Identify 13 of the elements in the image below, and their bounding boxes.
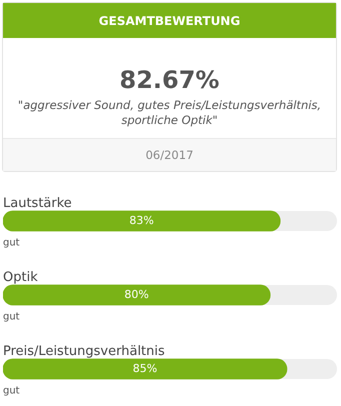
- y-tick-label: Optik: [3, 270, 38, 285]
- text: "aggressiver Sound, gutes Preis/Leistungsverhältnis, sportliche Optik": [16, 98, 322, 128]
- data-label: 83%: [129, 214, 154, 227]
- annotation: gut: [3, 238, 20, 249]
- data-label: 80%: [124, 288, 149, 301]
- text: 82.67%: [118, 66, 220, 94]
- text: 06/2017: [3, 138, 336, 171]
- y-tick-label: Preis/Leistungsverhältnis: [3, 344, 166, 359]
- data-label: 85%: [132, 362, 158, 375]
- annotation: gut: [3, 386, 20, 397]
- annotation: gut: [3, 312, 20, 323]
- y-tick-label: Lautstärke: [3, 196, 72, 211]
- chart-title: GESAMTBEWERTUNG: [3, 3, 336, 38]
